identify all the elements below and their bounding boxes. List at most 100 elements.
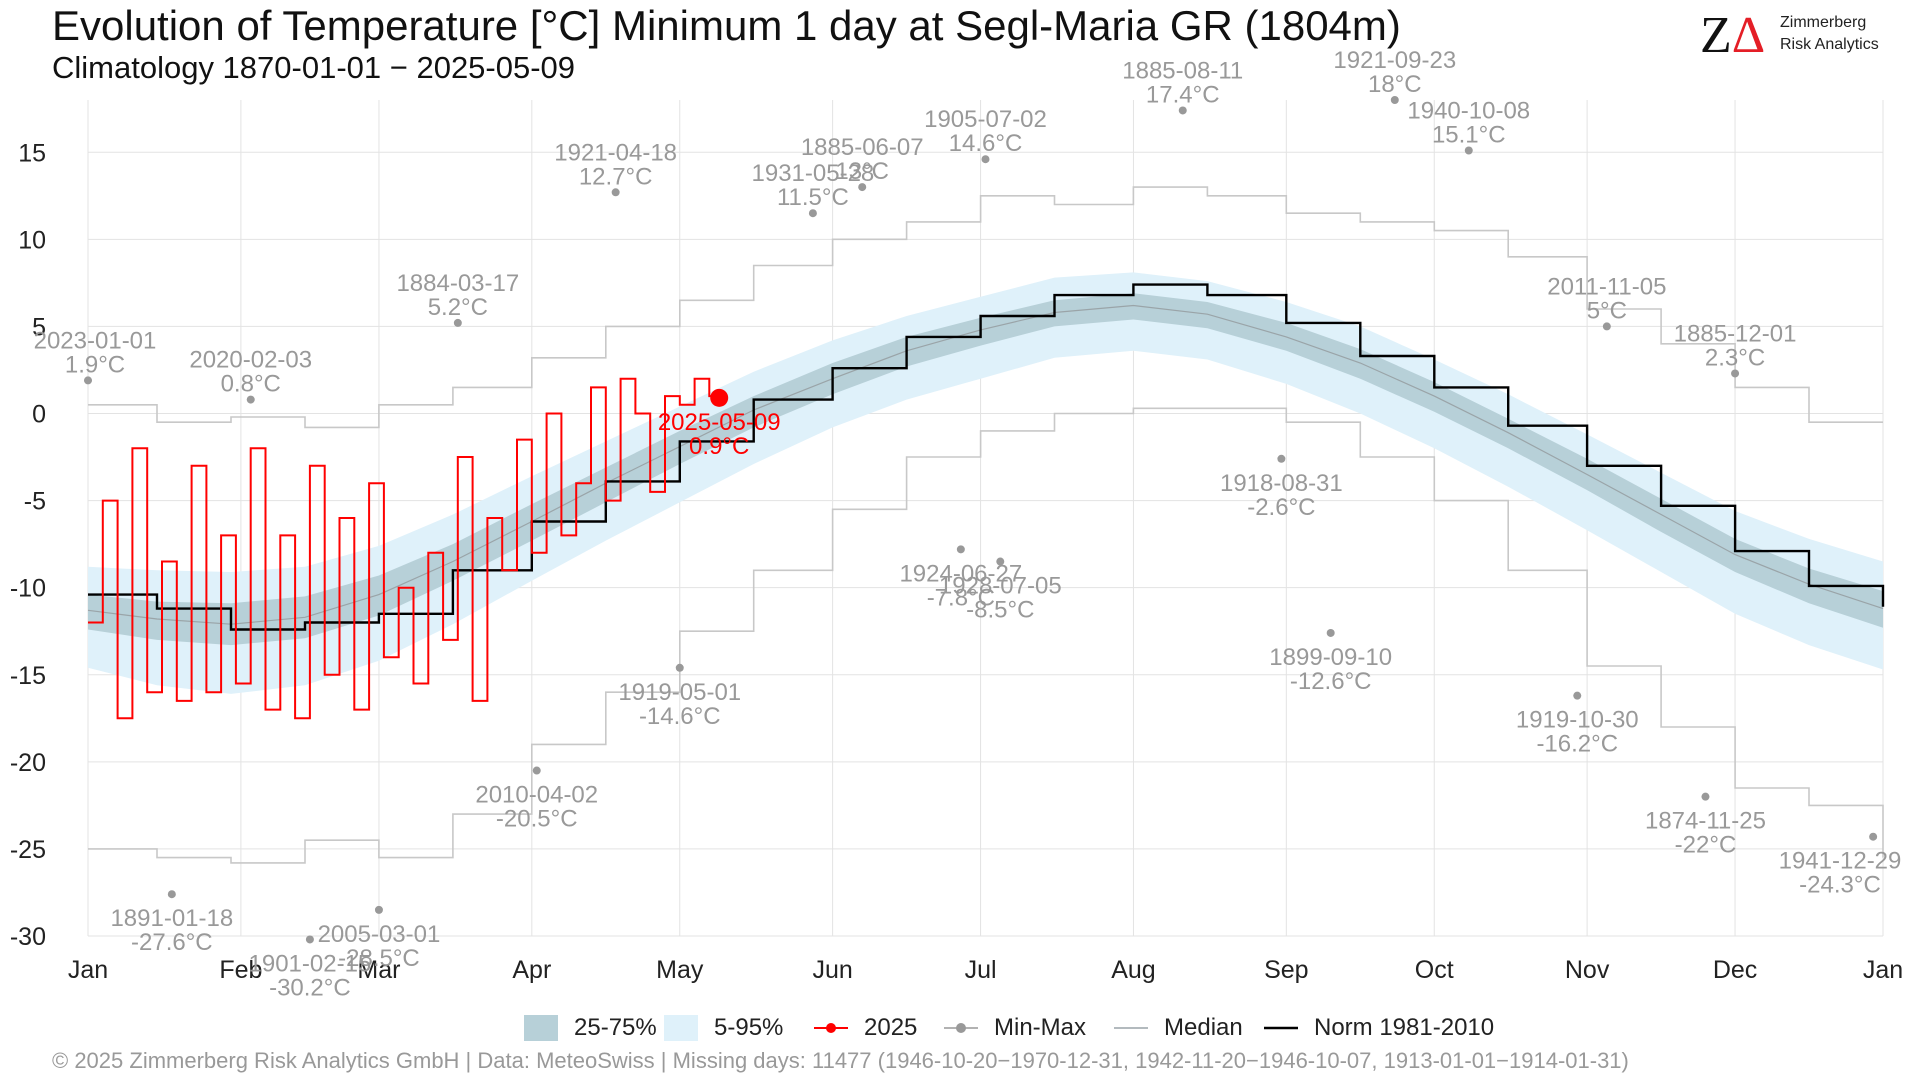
annotation-date: 1884-03-17 xyxy=(396,270,519,297)
legend-item-iqr: 25-75% xyxy=(520,1010,657,1046)
record-point xyxy=(1731,369,1740,378)
x-tick-label: Aug xyxy=(1111,956,1155,984)
annotation-value: 18°C xyxy=(1368,71,1422,98)
record-point xyxy=(1326,628,1335,637)
series-2025 xyxy=(88,377,721,720)
annotation-date: 2020-02-03 xyxy=(189,347,312,374)
legend-item-current: 2025 xyxy=(810,1010,917,1046)
annotation-value: 5.2°C xyxy=(428,294,488,321)
annotation-date: 2025-05-09 xyxy=(658,409,781,436)
annotation-value: 0.8°C xyxy=(221,371,281,398)
record-point xyxy=(1464,146,1473,155)
annotation-value: -20.5°C xyxy=(496,806,578,833)
y-tick-label: 15 xyxy=(18,139,46,167)
legend-swatch-minmax xyxy=(944,1023,978,1033)
y-tick-label: 10 xyxy=(18,226,46,254)
annotation-value: -28.5°C xyxy=(338,945,420,972)
annotation-value: 11.5°C xyxy=(777,184,849,211)
series-min-record xyxy=(88,407,1884,864)
annotation-date: 1940-10-08 xyxy=(1407,98,1530,125)
record-point xyxy=(374,905,383,914)
record-annotations: 2023-01-011.9°C 2020-02-030.8°C 1884-03-17… xyxy=(34,47,1902,1000)
axes: 15 10 5 0 -5 -10 -15 -20 -25 -30 Jan Feb Mar Apr May Ju… xyxy=(10,139,1903,984)
record-point xyxy=(532,766,541,775)
record-point xyxy=(1277,454,1286,463)
annotation-value: -8.5°C xyxy=(966,597,1034,624)
x-tick-label: Sep xyxy=(1264,956,1308,984)
annotation-date: 1874-11-25 xyxy=(1645,808,1766,835)
x-tick-label: Mar xyxy=(357,956,400,984)
annotation-date: 1899-09-10 xyxy=(1269,644,1392,671)
annotation-value: -27.6°C xyxy=(131,929,213,956)
current-value-marker xyxy=(710,388,729,407)
annotation-date: 2010-04-02 xyxy=(475,782,598,809)
company-logo: ZΔ Zimmerberg Risk Analytics xyxy=(1700,10,1910,62)
annotation-value: -30.2°C xyxy=(269,974,351,1000)
y-tick-label: -15 xyxy=(10,662,46,690)
legend-swatch-iqr xyxy=(524,1015,558,1041)
legend-label-median: Median xyxy=(1164,1014,1243,1041)
annotation-value: -16.2°C xyxy=(1536,731,1618,758)
record-point xyxy=(611,188,620,197)
annotation-value: 15.1°C xyxy=(1432,122,1506,149)
record-point xyxy=(996,557,1005,566)
annotation-date: 2023-01-01 xyxy=(34,327,157,354)
annotation-value: -24.3°C xyxy=(1799,872,1881,899)
annotation-date: 1918-08-31 xyxy=(1220,470,1343,497)
legend-item-minmax: Min-Max xyxy=(940,1010,1086,1046)
legend-swatch-norm xyxy=(1264,1026,1298,1030)
record-point xyxy=(305,935,314,944)
annotation-date: 1921-09-23 xyxy=(1333,47,1456,74)
annotation-date: 1928-07-05 xyxy=(939,573,1062,600)
y-tick-label: -30 xyxy=(10,923,46,951)
annotation-date: 1931-05-28 xyxy=(752,160,875,187)
legend-label-norm: Norm 1981-2010 xyxy=(1314,1014,1495,1041)
record-point xyxy=(675,663,684,672)
record-point xyxy=(858,183,867,192)
chart-title: Evolution of Temperature [°C] Minimum 1 … xyxy=(52,2,1401,49)
y-tick-label: -25 xyxy=(10,836,46,864)
y-tick-label: 5 xyxy=(32,313,46,341)
x-tick-label: Jun xyxy=(812,956,852,984)
record-point xyxy=(1390,96,1399,104)
record-point xyxy=(246,395,255,404)
annotation-value: 14.6°C xyxy=(949,130,1023,157)
annotation-date: 1921-04-18 xyxy=(554,139,677,166)
annotation-date: 1905-07-02 xyxy=(924,106,1047,133)
legend-label-p90: 5-95% xyxy=(714,1014,784,1041)
record-point xyxy=(84,376,92,385)
annotation-date: 1919-05-01 xyxy=(618,679,741,706)
logo-mark-delta: Δ xyxy=(1731,7,1766,64)
record-point xyxy=(808,209,817,218)
logo-mark-z: Z xyxy=(1700,7,1732,64)
annotation-date: 1885-12-01 xyxy=(1674,320,1797,347)
record-point xyxy=(1573,691,1582,700)
record-point xyxy=(1869,832,1878,841)
x-tick-label: Jan xyxy=(1863,956,1903,984)
y-tick-label: -5 xyxy=(24,488,46,516)
annotation-date: 1891-01-18 xyxy=(110,905,233,932)
legend-label-current: 2025 xyxy=(864,1014,918,1041)
annotation-date: 1941-12-29 xyxy=(1779,848,1902,875)
y-tick-label: -20 xyxy=(10,749,46,777)
annotation-value: 12.7°C xyxy=(579,163,653,190)
x-tick-label: Apr xyxy=(512,956,551,984)
x-tick-label: Feb xyxy=(219,956,262,984)
annotation-value: -22°C xyxy=(1675,832,1737,859)
annotation-value: 2.3°C xyxy=(1705,344,1765,371)
x-tick-label: Jul xyxy=(965,956,997,984)
chart-subtitle: Climatology 1870-01-01 − 2025-05-09 xyxy=(52,50,576,85)
legend-item-norm: Norm 1981-2010 xyxy=(1260,1010,1494,1046)
record-point xyxy=(1701,792,1710,801)
annotation-value: -7.8°C xyxy=(927,584,995,611)
record-point xyxy=(981,155,990,164)
band-25-75 xyxy=(88,293,1883,646)
annotation-value: 17.4°C xyxy=(1146,81,1220,108)
annotation-value: 13°C xyxy=(835,158,889,185)
legend-label-iqr: 25-75% xyxy=(574,1014,657,1041)
y-tick-label: -10 xyxy=(10,575,46,603)
temperature-chart: 15 10 5 0 -5 -10 -15 -20 -25 -30 Jan Feb Mar Apr May Ju… xyxy=(10,47,1903,1000)
annotation-value: -14.6°C xyxy=(639,703,721,730)
record-point xyxy=(956,545,965,554)
legend-item-p90: 5-95% xyxy=(660,1010,783,1046)
